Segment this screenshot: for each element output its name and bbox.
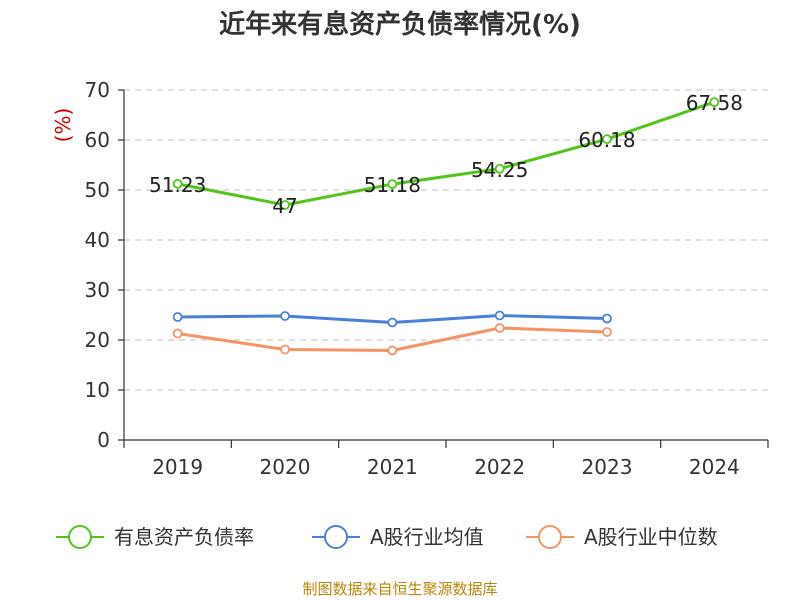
data-point	[172, 328, 183, 339]
y-tick-label: 0	[97, 428, 110, 452]
chart-title: 近年来有息资产负债率情况(%)	[219, 10, 581, 40]
data-point	[602, 327, 612, 337]
legend-marker	[68, 525, 92, 549]
data-point	[602, 134, 612, 145]
series-lines	[172, 97, 720, 356]
data-point	[280, 200, 290, 210]
x-tick-label: 2023	[582, 455, 633, 479]
y-tick-label: 70	[85, 78, 110, 102]
data-point	[602, 313, 612, 324]
y-tick-label: 10	[85, 378, 110, 402]
grid-lines	[124, 89, 768, 391]
data-point	[387, 317, 398, 328]
data-point	[494, 163, 505, 174]
data-point	[709, 97, 720, 107]
data-point	[172, 312, 183, 322]
data-point	[387, 345, 398, 356]
data-label: 67.58	[686, 91, 743, 115]
legend: 有息资产负债率 A股行业均值 A股行业中位数	[56, 525, 718, 549]
source-note: 制图数据来自恒生聚源数据库	[302, 580, 498, 598]
x-tick-label: 2024	[689, 455, 740, 479]
y-axis-label: (%)	[51, 108, 75, 143]
x-tick-label: 2020	[260, 455, 311, 479]
data-point	[494, 310, 505, 321]
y-tick-label: 40	[85, 228, 110, 252]
legend-label: 有息资产负债率	[114, 525, 254, 549]
data-labels: 51.23 47 51.18 54.25 60.18 67.58	[149, 91, 743, 218]
legend-marker	[538, 525, 562, 549]
y-tick-label: 20	[85, 328, 110, 352]
x-tick-label: 2021	[367, 455, 418, 479]
data-point	[494, 323, 505, 333]
legend-label: A股行业中位数	[584, 525, 718, 549]
data-label: 54.25	[471, 158, 528, 182]
series-line-0	[177, 100, 715, 207]
axes: 0 10 20 30 40 50 60 70 2019 2020 2021 2022 2023 2024	[85, 78, 769, 479]
data-point	[387, 179, 398, 190]
data-label: 51.18	[364, 173, 421, 197]
x-tick-label: 2019	[152, 455, 203, 479]
legend-label: A股行业均值	[370, 525, 484, 549]
legend-item-1[interactable]: A股行业均值	[312, 525, 484, 549]
x-tick-label: 2022	[474, 455, 525, 479]
y-tick-label: 50	[85, 178, 110, 202]
data-label: 51.23	[149, 173, 206, 197]
data-label: 47	[272, 194, 297, 218]
legend-item-2[interactable]: A股行业中位数	[526, 525, 718, 549]
data-label: 60.18	[578, 128, 635, 152]
data-point	[280, 311, 290, 321]
y-tick-label: 60	[85, 128, 110, 152]
data-point	[172, 178, 183, 189]
legend-item-0[interactable]: 有息资产负债率	[56, 525, 254, 549]
data-point	[280, 344, 290, 355]
y-tick-label: 30	[85, 278, 110, 302]
legend-marker	[324, 525, 348, 549]
